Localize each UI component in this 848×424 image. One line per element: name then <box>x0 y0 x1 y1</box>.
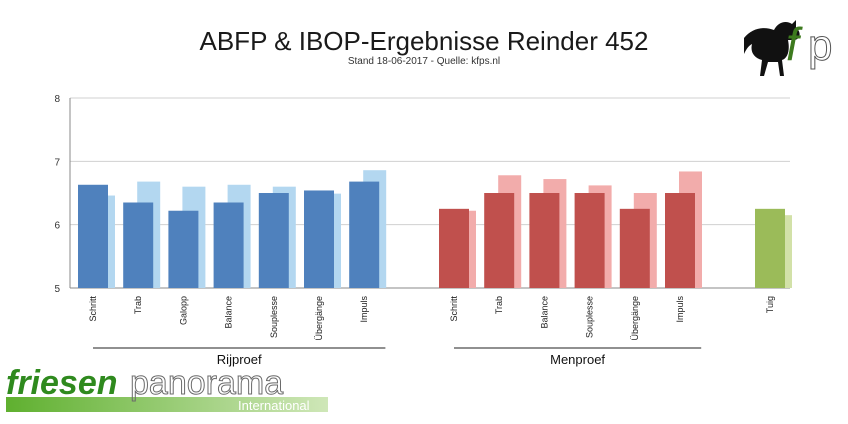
x-tick-label: Trab <box>133 296 143 314</box>
x-tick-label: Tuig <box>765 296 775 313</box>
x-tick-label: Galopp <box>178 296 188 325</box>
x-tick-label: Übergänge <box>630 296 640 341</box>
bar-primary <box>213 202 244 288</box>
svg-text:p: p <box>808 21 832 70</box>
y-tick-label: 6 <box>54 221 60 232</box>
x-tick-label: Balance <box>539 296 549 329</box>
brand-word-friesen: friesen <box>6 366 118 402</box>
group-label: Rijproef <box>217 352 262 367</box>
bar-primary <box>619 208 650 288</box>
brand-word-panorama: panorama <box>130 366 283 402</box>
x-tick-label: Übergänge <box>314 296 324 341</box>
y-tick-label: 8 <box>54 94 60 105</box>
bar-primary <box>484 193 515 288</box>
logo-green-bar <box>6 397 328 412</box>
friesenpanorama-logo: friesen panorama International <box>6 366 328 413</box>
chart-title: ABFP & IBOP-Ergebnisse Reinder 452 <box>199 26 649 56</box>
x-tick-label: Impuls <box>359 296 369 323</box>
y-tick-label: 5 <box>54 284 60 295</box>
chart-subtitle: Stand 18-06-2017 - Quelle: kfps.nl <box>347 56 501 67</box>
x-tick-label: Schritt <box>88 296 98 322</box>
x-tick-label: Souplesse <box>269 296 279 338</box>
x-tick-label: Trab <box>494 296 504 314</box>
bar-primary <box>304 190 334 288</box>
bar-primary <box>349 181 380 288</box>
bar-primary <box>665 193 695 288</box>
x-tick-label: Balance <box>224 296 234 329</box>
bar-primary <box>168 210 199 288</box>
bar-primary <box>78 184 108 288</box>
kfps-logo: f p <box>744 18 833 76</box>
brand-tag: International <box>238 398 310 413</box>
y-tick-label: 7 <box>54 157 60 168</box>
group-label: Menproef <box>550 352 605 367</box>
horse-silhouette-icon <box>744 20 800 76</box>
x-tick-label: Impuls <box>675 296 685 323</box>
bar-primary <box>755 208 785 288</box>
bar-primary <box>258 193 289 288</box>
bar-primary <box>123 202 154 288</box>
svg-text:f: f <box>786 18 803 70</box>
bar-primary <box>439 208 469 288</box>
x-tick-label: Schritt <box>449 296 459 322</box>
bar-primary <box>574 193 605 288</box>
x-tick-label: Souplesse <box>585 296 595 338</box>
bar-primary <box>529 193 560 288</box>
